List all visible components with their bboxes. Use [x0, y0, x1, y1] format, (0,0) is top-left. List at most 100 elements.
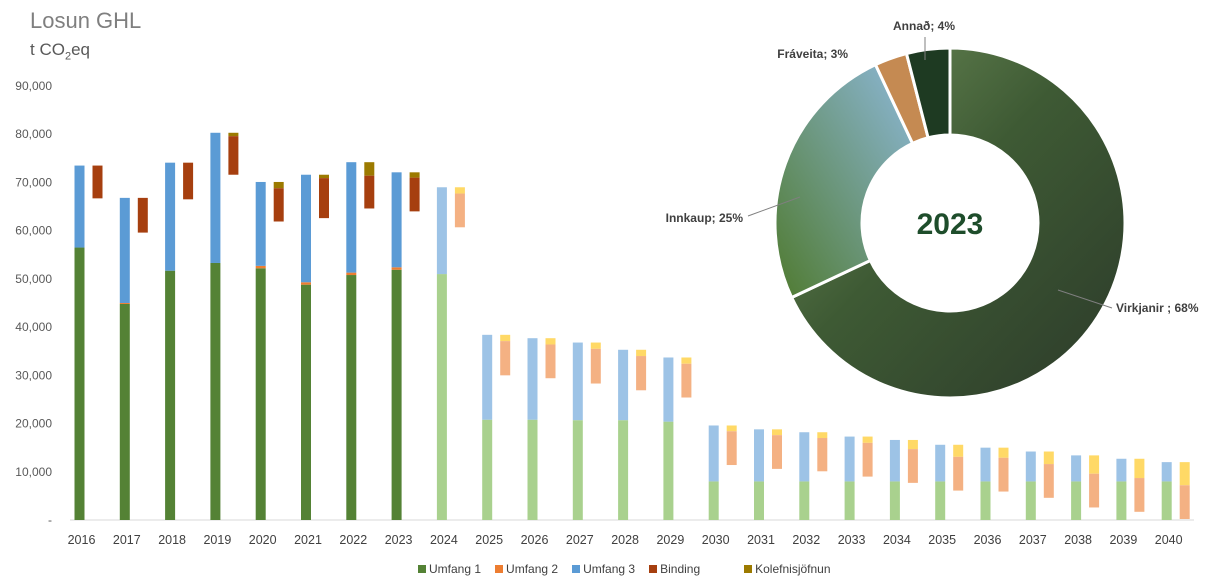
bar-umfang3	[527, 338, 538, 420]
bar-kolefnisjofnun	[1134, 458, 1145, 479]
y-tick-label: 30,000	[15, 368, 52, 382]
unit-label: t CO2eq	[30, 40, 90, 63]
x-tick-label: 2017	[113, 533, 141, 547]
x-tick-label: 2040	[1155, 533, 1183, 547]
bar-umfang2-reduction	[953, 456, 964, 491]
bar-umfang2-reduction	[726, 431, 737, 466]
bar-umfang3	[935, 444, 946, 482]
bar-umfang1	[1116, 481, 1127, 520]
bar-umfang2-reduction	[862, 442, 873, 477]
bar-umfang2-reduction	[907, 449, 918, 483]
bar-kolefnisjofnun	[772, 429, 782, 436]
x-tick-label: 2031	[747, 533, 775, 547]
bar-umfang3	[1071, 455, 1082, 482]
bar-umfang2-reduction	[545, 344, 556, 379]
bar-kolefnisjofnun	[862, 436, 873, 443]
legend-umfang2: Umfang 2	[495, 562, 558, 576]
bar-umfang2	[391, 267, 402, 270]
bar-umfang2	[346, 272, 357, 276]
bar-umfang1	[1071, 481, 1082, 520]
bar-umfang3	[844, 436, 855, 482]
x-tick-label: 2025	[475, 533, 503, 547]
bar-umfang3	[799, 432, 810, 482]
bar-umfang1	[980, 481, 991, 520]
x-tick-label: 2027	[566, 533, 594, 547]
y-tick-label: 10,000	[15, 465, 52, 479]
bar-umfang3	[618, 349, 629, 421]
bar-umfang1	[255, 268, 266, 520]
bar-umfang1	[482, 419, 493, 520]
bar-umfang3	[708, 425, 719, 482]
bar-kolefnisjofnun	[228, 132, 239, 137]
y-tick-label: 20,000	[15, 417, 52, 431]
bar-umfang3	[1116, 458, 1127, 482]
bar-umfang2	[255, 265, 266, 269]
bar-umfang1	[301, 284, 311, 520]
bar-umfang1	[889, 481, 900, 520]
bar-umfang1	[754, 481, 764, 520]
legend-umfang3-swatch	[572, 565, 581, 573]
bar-umfang2-reduction	[1043, 464, 1054, 498]
legend-kolefnisjofnun-swatch	[744, 565, 753, 573]
x-tick-label: 2020	[249, 533, 277, 547]
x-tick-label: 2035	[928, 533, 956, 547]
legend-umfang3: Umfang 3	[572, 562, 635, 576]
bar-umfang2	[119, 303, 130, 304]
bar-umfang1	[1161, 481, 1172, 520]
bar-binding	[273, 188, 284, 222]
bar-kolefnisjofnun	[726, 425, 737, 432]
bar-umfang2-reduction	[817, 438, 828, 472]
bar-umfang1	[799, 481, 810, 520]
bar-umfang2-reduction	[454, 193, 465, 228]
donut-label-innkaup: Innkaup; 25%	[666, 211, 744, 225]
y-tick-label: 60,000	[15, 224, 52, 238]
bar-umfang3	[980, 447, 991, 482]
donut-slice-annad	[904, 46, 952, 140]
bar-kolefnisjofnun	[409, 172, 420, 178]
bar-umfang3	[482, 334, 493, 420]
legend-umfang1-swatch	[418, 565, 426, 573]
bar-umfang1	[935, 481, 946, 520]
bar-kolefnisjofnun	[319, 174, 329, 179]
bar-umfang3	[346, 162, 357, 273]
donut-center-label: 2023	[917, 208, 984, 241]
legend-umfang1: Umfang 1	[418, 562, 481, 576]
bar-umfang1	[346, 275, 357, 520]
bar-kolefnisjofnun	[273, 181, 284, 189]
x-tick-label: 2032	[792, 533, 820, 547]
bar-umfang3	[889, 439, 900, 482]
donut-label-fraveita: Fráveita; 3%	[777, 47, 848, 61]
bar-kolefnisjofnun	[364, 162, 375, 176]
bar-umfang2-reduction	[1179, 485, 1190, 520]
bar-umfang1	[708, 481, 719, 520]
bar-kolefnisjofnun	[545, 338, 556, 345]
x-tick-label: 2018	[158, 533, 186, 547]
bar-umfang3	[1161, 462, 1172, 482]
x-tick-label: 2021	[294, 533, 322, 547]
legend-binding-swatch	[649, 565, 658, 573]
bar-umfang2-reduction	[1089, 473, 1100, 508]
bar-umfang3	[119, 197, 130, 303]
bar-umfang2-reduction	[998, 457, 1009, 492]
donut-slice-virkjanir	[789, 46, 1127, 400]
bar-kolefnisjofnun	[681, 357, 692, 364]
bar-umfang1	[391, 269, 402, 520]
bar-umfang1	[165, 270, 176, 520]
legend-kolefnisjofnun: Kolefnisjöfnun	[744, 562, 831, 576]
x-tick-label: 2026	[521, 533, 549, 547]
bar-umfang1	[210, 262, 221, 520]
donut-leader-line	[747, 196, 801, 217]
bar-kolefnisjofnun	[1179, 462, 1190, 486]
bar-umfang3	[210, 132, 221, 263]
bar-umfang2	[301, 282, 311, 285]
bar-umfang1	[74, 247, 85, 521]
bar-binding	[92, 165, 103, 199]
bar-binding	[319, 178, 329, 219]
chart-title: Losun GHL	[30, 8, 142, 33]
y-tick-label: -	[48, 513, 52, 527]
bar-umfang2-reduction	[772, 435, 782, 469]
bar-binding	[228, 136, 239, 175]
bar-kolefnisjofnun	[953, 444, 964, 457]
bar-umfang3	[1025, 451, 1036, 482]
x-tick-label: 2028	[611, 533, 639, 547]
